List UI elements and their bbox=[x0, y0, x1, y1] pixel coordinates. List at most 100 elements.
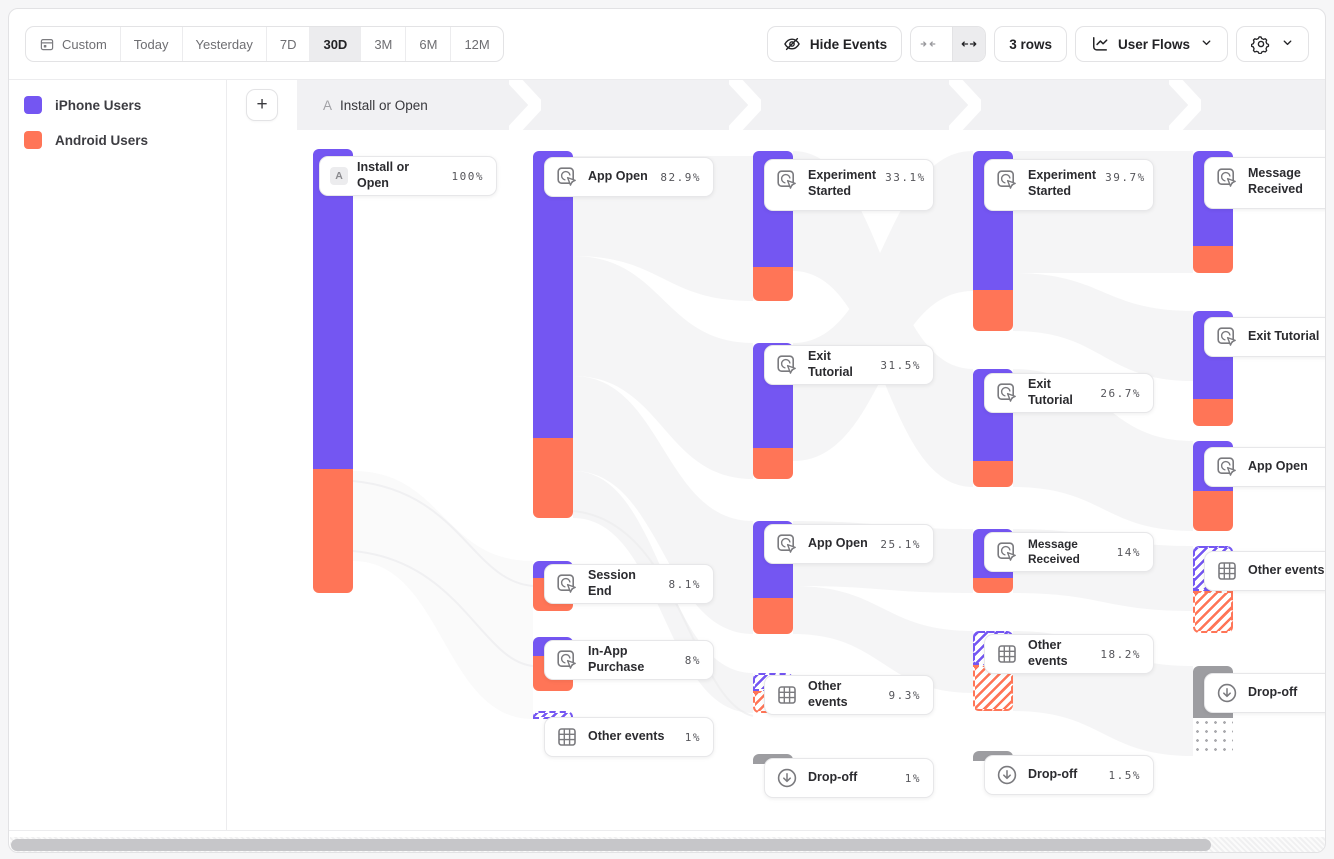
flow-step-header-band: A Install or Open bbox=[297, 80, 1325, 130]
legend-item-android-users[interactable]: Android Users bbox=[24, 131, 148, 149]
bar-iphone[interactable] bbox=[313, 149, 353, 469]
flow-node-drop-off[interactable]: Drop-off 1.5% bbox=[984, 755, 1154, 795]
bar-android[interactable] bbox=[1193, 399, 1233, 426]
hide-events-label: Hide Events bbox=[809, 36, 888, 52]
flow-chart-icon bbox=[1090, 34, 1110, 54]
chevron-down-icon bbox=[1200, 36, 1213, 52]
bar-dropoff-projection[interactable] bbox=[1193, 718, 1233, 756]
flow-node-session-end[interactable]: Session End 8.1% bbox=[544, 564, 714, 604]
date-range-12m[interactable]: 12M bbox=[464, 36, 490, 52]
grid-icon bbox=[775, 683, 799, 707]
event-icon bbox=[995, 381, 1019, 405]
bar-android[interactable] bbox=[1193, 491, 1233, 531]
flow-node-other-events[interactable]: Other events bbox=[1204, 551, 1325, 591]
calendar-icon bbox=[39, 36, 55, 52]
step-chevron-separator bbox=[509, 80, 541, 130]
flow-node-experiment-started[interactable]: Experiment Started 39.7% bbox=[984, 159, 1154, 211]
bar-android[interactable] bbox=[973, 461, 1013, 487]
bar-android[interactable] bbox=[973, 290, 1013, 331]
flow-node-experiment-started[interactable]: Experiment Started 33.1% bbox=[764, 159, 934, 211]
sidebar-divider bbox=[226, 80, 227, 830]
chevron-down-icon bbox=[1281, 36, 1294, 52]
bar-android[interactable] bbox=[753, 448, 793, 479]
flow-node-exit-tutorial[interactable]: Exit Tutorial 31.5% bbox=[764, 345, 934, 385]
event-icon bbox=[1215, 325, 1239, 349]
arrows-inward-icon bbox=[920, 41, 936, 47]
grid-icon bbox=[1215, 559, 1239, 583]
bar-android[interactable] bbox=[533, 438, 573, 518]
drop-off-icon bbox=[1215, 681, 1239, 705]
step-chevron-separator bbox=[1169, 80, 1201, 130]
date-range-custom[interactable]: Custom bbox=[26, 27, 121, 61]
event-icon bbox=[1215, 455, 1239, 479]
step-a-header[interactable]: A Install or Open bbox=[323, 80, 428, 130]
event-icon bbox=[775, 532, 799, 556]
date-range-selector: Custom Today Yesterday 7D 30D 3M 6M 12M bbox=[25, 26, 504, 62]
add-step-button[interactable]: + bbox=[246, 89, 278, 121]
node-label: Install or Open bbox=[357, 160, 410, 190]
horizontal-scrollbar-thumb[interactable] bbox=[11, 839, 1211, 851]
view-selector[interactable]: User Flows bbox=[1074, 26, 1228, 62]
flow-node-drop-off[interactable]: Drop-off bbox=[1204, 673, 1325, 713]
app-window: Custom Today Yesterday 7D 30D 3M 6M 12M … bbox=[8, 8, 1326, 853]
flow-node-exit-tutorial[interactable]: Exit Tutorial 26.7% bbox=[984, 373, 1154, 413]
step-event-name: Install or Open bbox=[340, 97, 428, 113]
grid-icon bbox=[555, 725, 579, 749]
collapse-columns-button[interactable] bbox=[911, 27, 944, 61]
date-range-label: Custom bbox=[62, 36, 107, 52]
event-icon bbox=[555, 572, 579, 596]
event-icon bbox=[555, 165, 579, 189]
flow-node-drop-off[interactable]: Drop-off 1% bbox=[764, 758, 934, 798]
iphone-users-swatch bbox=[24, 96, 42, 114]
event-icon bbox=[775, 353, 799, 377]
bar-android[interactable] bbox=[1193, 246, 1233, 273]
collapse-expand-toggle bbox=[910, 26, 987, 62]
legend-item-iphone-users[interactable]: iPhone Users bbox=[24, 96, 141, 114]
flow-node-exit-tutorial[interactable]: Exit Tutorial bbox=[1204, 317, 1325, 357]
legend-label: Android Users bbox=[55, 132, 149, 148]
flow-node-message-received[interactable]: Message Received bbox=[1204, 157, 1325, 209]
arrows-outward-icon bbox=[961, 41, 977, 47]
node-percentage: 100% bbox=[451, 169, 484, 183]
grid-icon bbox=[995, 642, 1019, 666]
date-range-6m[interactable]: 6M bbox=[406, 27, 452, 61]
step-chevron-separator bbox=[729, 80, 761, 130]
bar-android[interactable] bbox=[313, 469, 353, 593]
settings-button[interactable] bbox=[1236, 26, 1309, 62]
bar-other-android[interactable] bbox=[1193, 591, 1233, 633]
date-range-3m[interactable]: 3M bbox=[361, 27, 407, 61]
event-icon bbox=[1215, 166, 1239, 190]
drop-off-icon bbox=[995, 763, 1019, 787]
bar-android[interactable] bbox=[753, 267, 793, 301]
flow-node-other-events[interactable]: Other events 18.2% bbox=[984, 634, 1154, 674]
flow-node-other-events[interactable]: Other events 9.3% bbox=[764, 675, 934, 715]
bar-android[interactable] bbox=[973, 578, 1013, 593]
event-icon bbox=[555, 648, 579, 672]
date-range-7d[interactable]: 7D bbox=[267, 27, 311, 61]
event-icon bbox=[995, 168, 1019, 192]
step-chevron-separator bbox=[949, 80, 981, 130]
flow-node-app-open[interactable]: App Open 25.1% bbox=[764, 524, 934, 564]
date-range-today[interactable]: Today bbox=[121, 27, 183, 61]
drop-off-icon bbox=[775, 766, 799, 790]
view-selector-label: User Flows bbox=[1117, 36, 1190, 52]
rows-label: 3 rows bbox=[1009, 36, 1052, 52]
flow-node-install-or-open[interactable]: A Install or Open 100% bbox=[319, 156, 497, 196]
date-range-yesterday[interactable]: Yesterday bbox=[183, 27, 267, 61]
flow-node-other-events[interactable]: Other events 1% bbox=[544, 717, 714, 757]
event-icon bbox=[995, 540, 1019, 564]
legend-label: iPhone Users bbox=[55, 97, 142, 113]
flow-node-message-received[interactable]: Message Received 14% bbox=[984, 532, 1154, 572]
gear-icon bbox=[1251, 34, 1271, 54]
bar-iphone[interactable] bbox=[533, 151, 573, 438]
bar-android[interactable] bbox=[753, 598, 793, 634]
expand-columns-button[interactable] bbox=[952, 27, 986, 61]
date-range-30d-selected[interactable]: 30D bbox=[310, 27, 362, 61]
flow-node-app-open[interactable]: App Open bbox=[1204, 447, 1325, 487]
hide-events-button[interactable]: Hide Events bbox=[766, 26, 903, 62]
flow-node-app-open[interactable]: App Open 82.9% bbox=[544, 157, 714, 197]
toolbar-divider bbox=[9, 79, 1325, 80]
step-a-badge: A bbox=[330, 167, 348, 185]
rows-button[interactable]: 3 rows bbox=[994, 26, 1067, 62]
flow-node-in-app-purchase[interactable]: In-App Purchase 8% bbox=[544, 640, 714, 680]
